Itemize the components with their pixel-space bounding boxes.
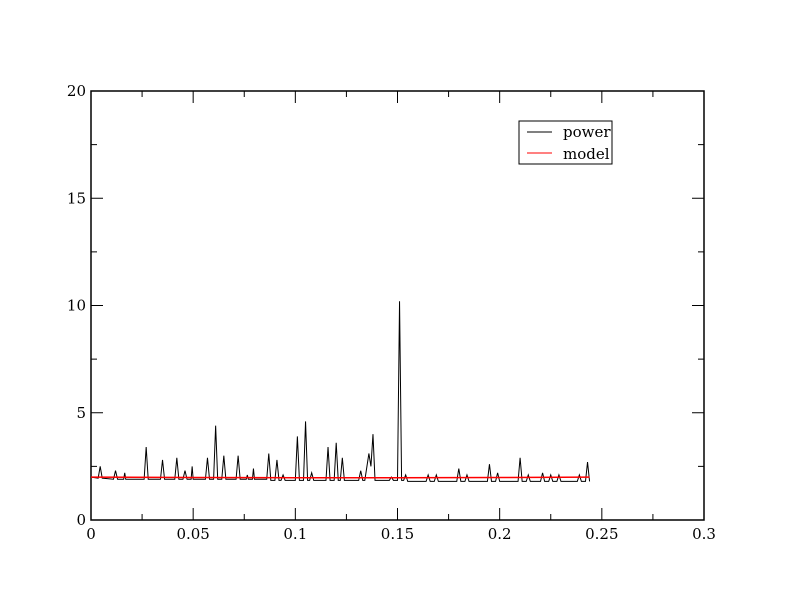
- x-tick-label: 0.05: [176, 525, 209, 543]
- x-tick-label: 0.25: [585, 525, 618, 543]
- legend-label-model: model: [563, 145, 610, 163]
- x-tick-label: 0.15: [381, 525, 414, 543]
- y-tick-label: 0: [76, 511, 86, 529]
- x-tick-label: 0.2: [488, 525, 512, 543]
- x-tick-label: 0.3: [692, 525, 716, 543]
- y-tick-labels: 0 5 10 15 20: [67, 82, 86, 529]
- series-line-model: [90, 476, 590, 479]
- y-tick-label: 20: [67, 82, 86, 100]
- y-tick-label: 5: [76, 404, 86, 422]
- x-tick-label: 0.1: [283, 525, 307, 543]
- tick-marks: [90, 90, 705, 521]
- x-tick-labels: 0 0.05 0.1 0.15 0.2 0.25 0.3: [86, 525, 716, 543]
- legend-box: [518, 120, 613, 165]
- y-tick-label: 15: [67, 189, 86, 207]
- x-tick-label: 0: [86, 525, 96, 543]
- y-tick-label: 10: [67, 297, 86, 315]
- legend-label-power: power: [563, 123, 611, 141]
- series-line-power: [90, 301, 591, 482]
- series-layer: [90, 301, 591, 482]
- legend: power model: [518, 120, 613, 165]
